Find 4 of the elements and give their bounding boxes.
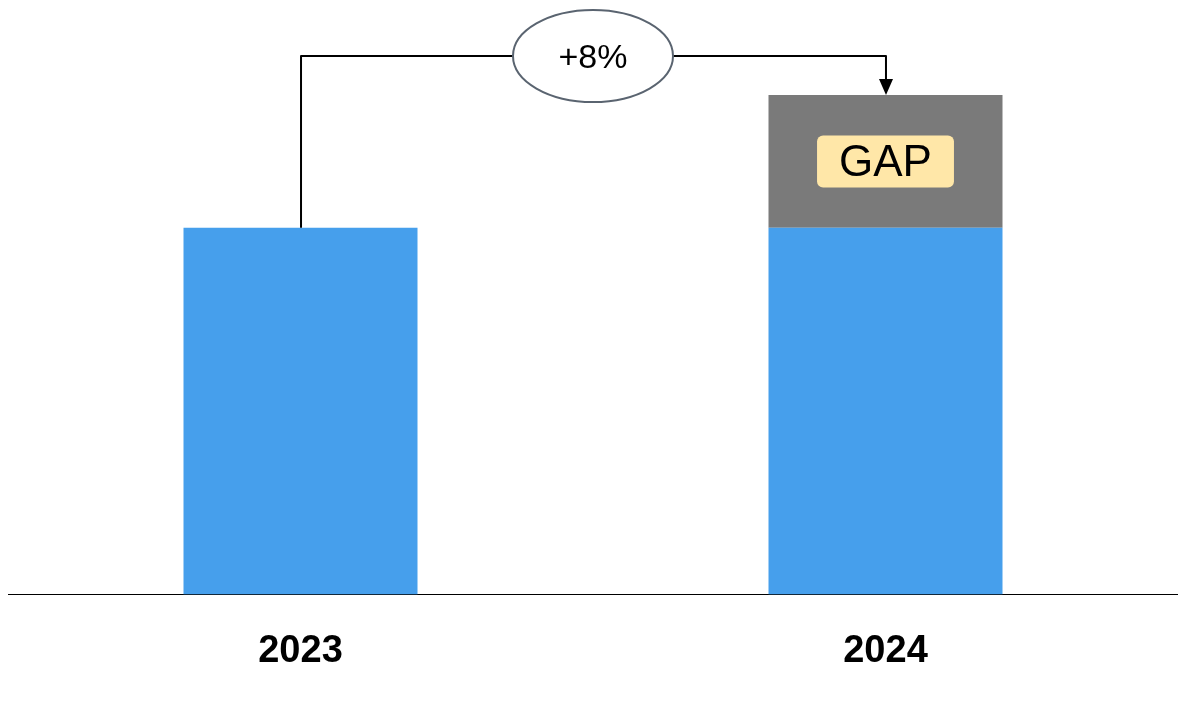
x-tick-label: 2024 <box>843 627 928 670</box>
text: +8% <box>557 36 629 76</box>
annotation: GAP <box>839 135 932 185</box>
x-tick-label: 2023 <box>258 627 343 670</box>
